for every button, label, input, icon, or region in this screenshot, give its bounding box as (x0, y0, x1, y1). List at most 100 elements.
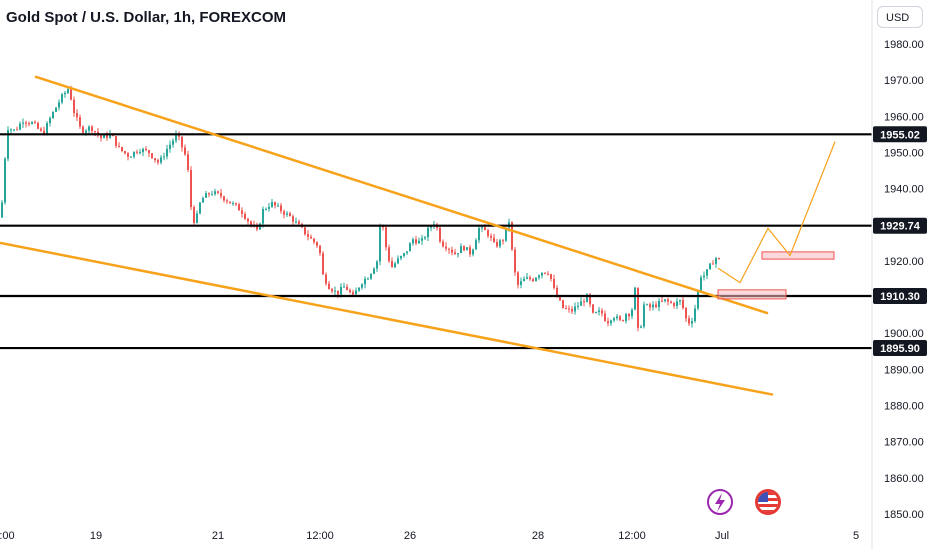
candle-body (700, 277, 702, 291)
candle-body (622, 319, 624, 321)
candle-body (73, 99, 75, 114)
candle-body (385, 227, 387, 248)
candle-body (58, 102, 60, 108)
candle-body (85, 130, 87, 133)
us-flag-icon[interactable] (755, 489, 781, 515)
candle-body (562, 300, 564, 309)
candle-body (169, 144, 171, 149)
candle-body (187, 154, 189, 170)
candle-body (457, 253, 459, 255)
candle-body (322, 253, 324, 275)
candle-body (589, 294, 591, 305)
candle-body (454, 252, 456, 255)
candle-body (205, 193, 207, 198)
candle-body (646, 304, 648, 306)
candle-body (604, 313, 606, 322)
candle-body (448, 248, 450, 250)
candle-body (160, 157, 162, 163)
candle-body (496, 241, 498, 247)
time-tick-label: 5 (853, 530, 859, 542)
projection-path[interactable] (717, 141, 836, 284)
candle-body (370, 273, 372, 279)
time-tick-label: 21 (212, 530, 224, 542)
candle-body (403, 253, 405, 256)
candle-body (535, 277, 537, 282)
candle-body (82, 126, 84, 133)
target-zone[interactable] (761, 251, 835, 260)
candle-body (649, 304, 651, 308)
candle-body (637, 287, 639, 328)
candle-body (658, 300, 660, 308)
candle-body (190, 169, 192, 208)
candle-body (319, 245, 321, 254)
candle-body (367, 278, 369, 280)
candle-body (214, 191, 216, 195)
candle-body (277, 205, 279, 207)
candle-body (442, 241, 444, 247)
price-tick-label: 1890.00 (884, 364, 924, 376)
candle-body (697, 290, 699, 309)
candle-body (592, 304, 594, 313)
candle-body (595, 312, 597, 314)
candle-body (475, 240, 477, 250)
candle-body (451, 249, 453, 253)
candle-body (481, 227, 483, 229)
candle-body (25, 122, 27, 124)
candle-body (10, 129, 12, 131)
candle-body (22, 122, 24, 124)
candle-body (559, 297, 561, 301)
candle-body (631, 309, 633, 317)
candle-body (574, 306, 576, 312)
level-price-badge (873, 126, 927, 143)
candle-body (427, 227, 429, 238)
candle-body (232, 203, 234, 205)
candle-body (526, 277, 528, 279)
candle-body (667, 299, 669, 302)
currency-button[interactable]: USD (877, 6, 923, 28)
price-tick-label: 1880.00 (884, 401, 924, 413)
candle-body (478, 228, 480, 241)
chart-plot-area[interactable] (0, 75, 872, 396)
candle-body (154, 158, 156, 161)
lightning-icon[interactable] (707, 489, 733, 515)
candle-body (310, 236, 312, 239)
candle-body (358, 287, 360, 291)
time-axis[interactable]: :00 19 21 12:00 26 28 12:00 Jul 5 (0, 530, 859, 542)
candle-body (463, 246, 465, 251)
candle-body (409, 243, 411, 252)
price-tick-label: 1900.00 (884, 328, 924, 340)
trendline[interactable] (0, 241, 774, 396)
candle-body (1, 202, 3, 218)
candle-body (421, 238, 423, 241)
candle-body (373, 268, 375, 274)
candle-body (331, 289, 333, 292)
candle-body (193, 207, 195, 223)
candle-body (712, 263, 714, 265)
candle-body (265, 208, 267, 210)
candle-body (430, 226, 432, 228)
candle-body (586, 294, 588, 303)
price-axis[interactable]: 1980.00 1970.00 1960.00 1950.00 1940.00 1920.… (871, 0, 932, 550)
candle-body (598, 310, 600, 313)
candle-body (151, 153, 153, 159)
candle-body (661, 300, 663, 302)
time-tick-label: Jul (715, 530, 729, 542)
candle-body (502, 240, 504, 242)
time-tick-label: 28 (532, 530, 544, 542)
candle-body (67, 89, 69, 93)
candle-body (292, 216, 294, 222)
candle-body (19, 123, 21, 130)
trendline[interactable] (34, 75, 769, 315)
candle-body (328, 283, 330, 290)
candle-body (346, 286, 348, 291)
candle-body (376, 261, 378, 269)
candle-body (103, 134, 105, 139)
candle-body (313, 238, 315, 243)
target-zone[interactable] (717, 289, 787, 300)
candle-body (679, 300, 681, 302)
candle-body (580, 301, 582, 306)
chart-title: Gold Spot / U.S. Dollar, 1h, FOREXCOM (6, 9, 287, 26)
candle-body (691, 321, 693, 324)
candle-body (250, 221, 252, 225)
